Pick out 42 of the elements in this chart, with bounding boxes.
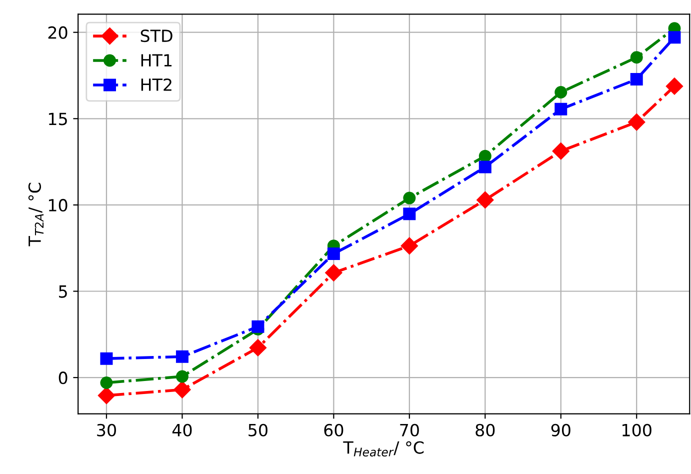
y-tick-label: 10 xyxy=(48,198,68,212)
point xyxy=(100,352,113,365)
point xyxy=(403,192,416,204)
x-tick-label: 60 xyxy=(324,424,344,436)
point xyxy=(249,339,266,356)
y-tick-label: 5 xyxy=(59,285,67,298)
point xyxy=(176,370,188,383)
x-tick-label: 40 xyxy=(172,424,192,436)
point xyxy=(478,160,492,174)
x-tick-label: 80 xyxy=(476,424,495,436)
point xyxy=(100,376,113,389)
point xyxy=(400,237,418,254)
x-tick-label: 70 xyxy=(400,424,419,436)
point xyxy=(628,114,646,131)
point xyxy=(476,191,494,208)
legend-label: STD xyxy=(140,30,172,42)
x-axis-title: T$_{Heater}$/ °C xyxy=(343,441,424,456)
point xyxy=(174,381,191,398)
point xyxy=(668,31,681,44)
point xyxy=(554,102,568,116)
point xyxy=(252,320,264,333)
point xyxy=(325,264,342,282)
point xyxy=(630,51,643,64)
point xyxy=(478,150,492,162)
point xyxy=(630,73,643,86)
point xyxy=(98,386,116,404)
point xyxy=(552,142,570,160)
point xyxy=(666,78,684,95)
x-tick-label: 90 xyxy=(551,424,570,436)
y-tick-label: 15 xyxy=(48,112,67,126)
y-tick-label: 0 xyxy=(58,372,68,384)
legend-label: HT1 xyxy=(141,54,172,66)
point xyxy=(176,350,188,363)
point xyxy=(554,86,568,98)
point xyxy=(403,208,416,220)
y-tick-label: 20 xyxy=(48,26,68,39)
y-axis-title: T$_{T2A}$/ °C xyxy=(28,182,44,246)
x-tick-label: 50 xyxy=(248,424,268,436)
x-tick-label: 30 xyxy=(97,424,116,436)
legend-label: HT2 xyxy=(141,78,172,91)
point xyxy=(327,248,340,260)
x-tick-label: 100 xyxy=(622,424,652,436)
